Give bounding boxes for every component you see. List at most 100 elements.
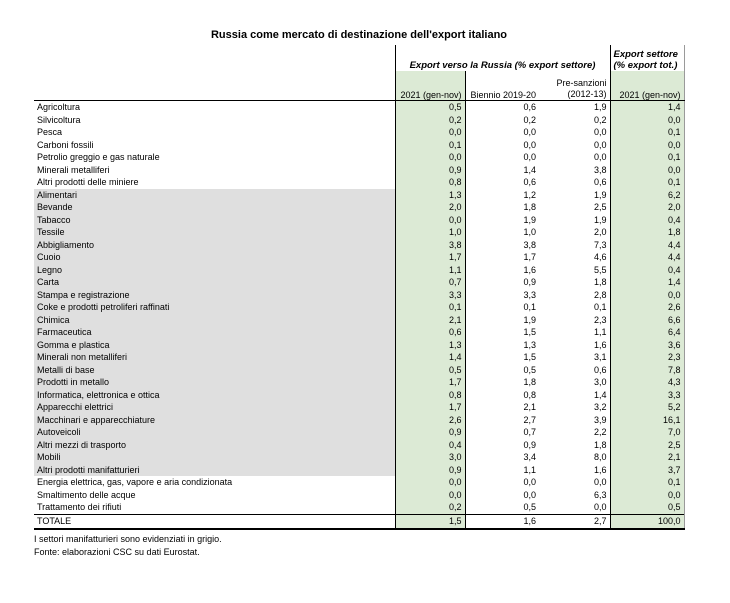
value-cell: 1,0 [394, 226, 466, 239]
value-cell: 0,0 [610, 138, 685, 151]
value-cell: 2,0 [394, 201, 466, 214]
value-cell: 0,0 [523, 152, 536, 162]
value-cell: 0,6 [539, 363, 611, 376]
value-cell: 1,9 [523, 214, 536, 225]
value-cell: 7,8 [610, 363, 685, 376]
value-cell: 3,0 [394, 451, 466, 464]
value-cell: 0,4 [610, 213, 685, 226]
footnote-grey: I settori manifatturieri sono evidenziat… [34, 533, 222, 544]
table-row: Coke e prodotti petroliferi raffinati 0,1… [34, 301, 685, 314]
value-cell: 1,9 [523, 314, 536, 325]
table-row: Petrolio greggio e gas naturale 0,0 0,0 0,0… [34, 151, 685, 164]
table-row: Informatica, elettronica e ottica 0,8 0,8 1… [34, 388, 685, 401]
column-header-presanzioni-line2: (2012-13) [567, 89, 607, 99]
row-label: Carboni fossili [37, 139, 94, 150]
value-cell: 4,4 [610, 238, 685, 251]
value-cell: 1,4 [610, 100, 685, 114]
value-cell: 0,4 [610, 263, 685, 276]
value-cell: 1,1 [539, 326, 611, 339]
value-cell: 0,2 [394, 501, 466, 514]
value-cell: 0,6 [523, 177, 536, 187]
figure-title: Russia come mercato di destinazione dell… [210, 29, 508, 41]
row-label: Tabacco [34, 213, 395, 226]
row-label: Smaltimento delle acque [37, 489, 136, 500]
value-cell: 1,7 [394, 376, 466, 389]
table-row: Cuoio 1,7 1,7 4,6 4,4 [34, 251, 685, 264]
row-label: Minerali non metalliferi [34, 351, 395, 364]
row-label: Stampa e registrazione [34, 288, 395, 301]
value-cell: 0,5 [610, 501, 685, 514]
column-header-export-settore-2021: 2021 (gen-nov) [610, 71, 685, 101]
column-header-biennio: Biennio 2019-20 [465, 71, 539, 101]
table-row: Autoveicoli 0,9 0,7 2,2 7,0 [34, 426, 685, 439]
export-table: Export verso la Russia (% export settore… [34, 45, 685, 530]
value-cell: 0,5 [394, 363, 466, 376]
table-row: Gomma e plastica 1,3 1,3 1,6 3,6 [34, 338, 685, 351]
value-cell: 0,0 [539, 151, 611, 164]
value-cell: 2,1 [523, 402, 536, 412]
value-cell: 1,7 [394, 251, 466, 264]
column-header-row: 2021 (gen-nov) Biennio 2019-20 Pre-sanzi… [34, 71, 685, 101]
value-cell: 0,2 [394, 113, 466, 126]
value-cell: 1,6 [539, 463, 611, 476]
value-cell: 3,3 [610, 388, 685, 401]
group-header-export-settore-line1: Export settore [613, 49, 678, 60]
value-cell: 3,8 [539, 163, 611, 176]
row-label: Bevande [34, 201, 395, 214]
group-header-export-settore-line2: (% export tot.) [613, 60, 678, 71]
value-cell: 2,3 [610, 351, 685, 364]
total-row: TOTALE 1,5 1,6 2,7 100,0 [34, 513, 685, 530]
value-cell: 3,1 [539, 351, 611, 364]
value-cell: 1,9 [539, 188, 611, 201]
value-cell: 1,1 [523, 464, 536, 475]
export-table-figure: Russia come mercato di destinazione dell… [34, 28, 685, 559]
value-cell: 100,0 [610, 513, 685, 530]
value-cell: 0,0 [539, 501, 611, 514]
row-label: Coke e prodotti petroliferi raffinati [34, 301, 395, 314]
value-cell: 0,1 [539, 301, 611, 314]
value-cell: 0,9 [523, 439, 536, 450]
column-header-presanzioni-line1: Pre-sanzioni [556, 78, 607, 88]
value-cell: 0,5 [523, 364, 536, 375]
value-cell: 3,8 [394, 238, 466, 251]
value-cell: 0,9 [394, 426, 466, 439]
row-label: Cuoio [34, 251, 395, 264]
value-cell: 0,1 [610, 126, 685, 139]
column-header-spacer [34, 71, 395, 101]
value-cell: 0,0 [539, 126, 611, 139]
value-cell: 2,3 [539, 313, 611, 326]
table-row: Altri mezzi di trasporto 0,4 0,9 1,8 2,5 [34, 438, 685, 451]
value-cell: 0,5 [523, 502, 536, 512]
value-cell: 0,0 [523, 139, 536, 150]
row-label: Carta [34, 276, 395, 289]
value-cell: 1,9 [539, 100, 611, 114]
row-label: Minerali metalliferi [37, 164, 110, 175]
value-cell: 0,0 [610, 488, 685, 501]
value-cell: 1,3 [523, 339, 536, 350]
value-cell: 0,1 [610, 151, 685, 164]
table-row: Agricoltura 0,5 0,6 1,9 1,4 [34, 100, 685, 114]
value-cell: 0,0 [394, 488, 466, 501]
value-cell: 2,0 [610, 201, 685, 214]
row-label: Apparecchi elettrici [34, 401, 395, 414]
value-cell: 2,7 [539, 513, 611, 530]
table-row: Metalli di base 0,5 0,5 0,6 7,8 [34, 363, 685, 376]
value-cell: 0,1 [523, 302, 536, 312]
value-cell: 1,7 [394, 401, 466, 414]
table-row: Silvicoltura 0,2 0,2 0,2 0,0 [34, 113, 685, 126]
value-cell: 0,9 [394, 163, 466, 176]
value-cell: 0,9 [394, 463, 466, 476]
row-label: Alimentari [34, 188, 395, 201]
value-cell: 0,4 [394, 438, 466, 451]
value-cell: 0,6 [539, 176, 611, 189]
table-row: Tabacco 0,0 1,9 1,9 0,4 [34, 213, 685, 226]
footnotes: I settori manifatturieri sono evidenziat… [34, 533, 684, 559]
value-cell: 1,0 [523, 227, 536, 237]
value-cell: 1,8 [539, 276, 611, 289]
group-header-spacer [34, 45, 395, 71]
value-cell: 2,5 [539, 201, 611, 214]
row-label: Mobili [34, 451, 395, 464]
value-cell: 0,0 [523, 127, 536, 137]
value-cell: 0,0 [610, 113, 685, 126]
table-row: Farmaceutica 0,6 1,5 1,1 6,4 [34, 326, 685, 339]
